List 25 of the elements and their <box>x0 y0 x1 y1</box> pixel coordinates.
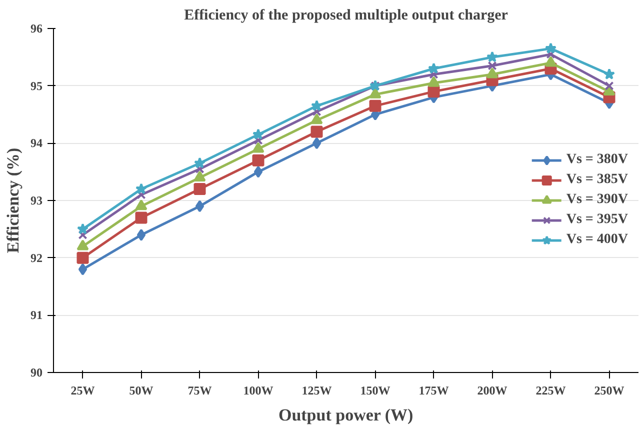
x-tick-label: 100W <box>243 384 274 398</box>
chart-title: Efficiency of the proposed multiple output charger <box>184 8 508 24</box>
x-tick-label: 50W <box>129 384 154 398</box>
x-tick-label: 125W <box>302 384 332 398</box>
x-axis-title: Output power (W) <box>278 406 414 424</box>
y-tick-label: 95 <box>30 78 42 93</box>
legend-label: Vs = 380V <box>566 152 628 168</box>
x-tick-label: 250W <box>594 384 624 398</box>
y-tick-label: 93 <box>30 194 42 208</box>
x-tick-label: 225W <box>536 384 566 398</box>
x-tick-label: 75W <box>188 384 212 398</box>
x-tick-label: 150W <box>360 384 390 398</box>
y-tick-label: 90 <box>30 366 42 380</box>
y-axis-title: Efficiency (%) <box>4 148 22 254</box>
x-tick-label: 175W <box>418 384 449 398</box>
x-tick-label: 25W <box>70 384 95 398</box>
legend-label: Vs = 395V <box>566 212 628 228</box>
y-tick-label: 96 <box>30 22 42 36</box>
y-tick-label: 94 <box>30 136 42 150</box>
y-tick-label: 91 <box>30 308 42 322</box>
legend-label: Vs = 390V <box>566 192 628 208</box>
x-tick-label: 200W <box>477 384 508 398</box>
y-tick-label: 92 <box>30 250 42 265</box>
legend-label: Vs = 385V <box>566 172 628 188</box>
legend-label: Vs = 400V <box>566 232 628 248</box>
